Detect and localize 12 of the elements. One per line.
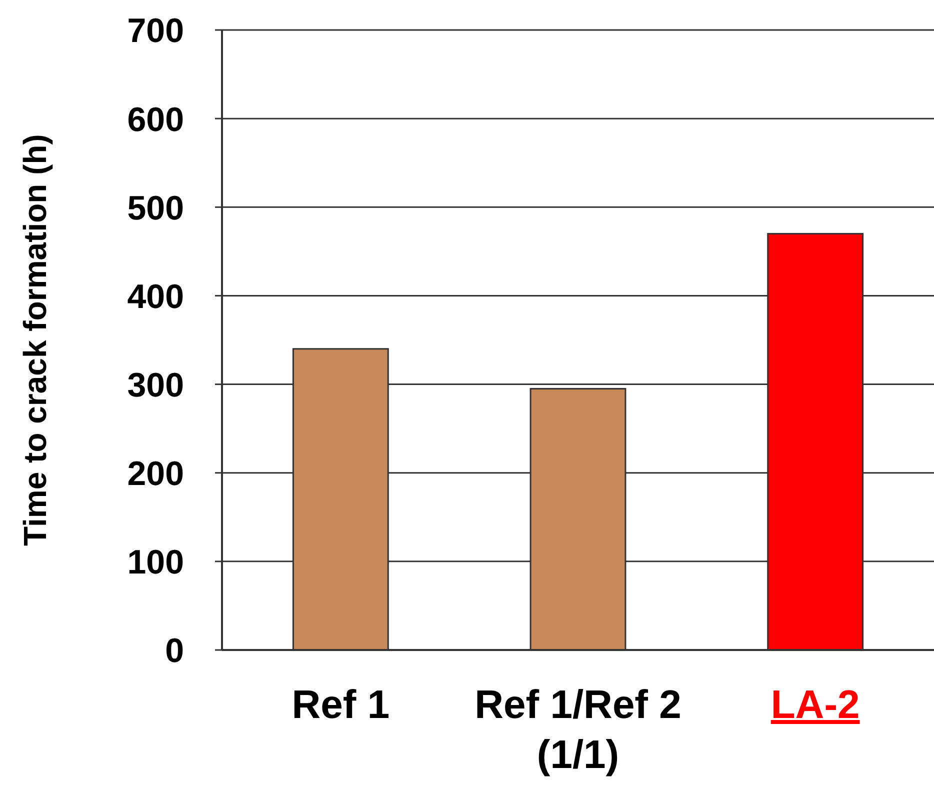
x-tick-label: Ref 1/Ref 2 (1/1) (474, 683, 682, 777)
y-tick-label: 0 (165, 632, 184, 670)
x-tick-label: Ref 1 (292, 683, 390, 727)
y-tick-label: 400 (127, 278, 184, 316)
y-tick-label: 300 (127, 366, 184, 405)
y-tick-label: 700 (127, 12, 184, 50)
y-tick-label: 200 (127, 455, 184, 494)
x-tick-label: LA-2 (770, 683, 860, 727)
y-tick-label: 500 (127, 189, 184, 228)
y-tick-label: 600 (127, 100, 184, 139)
y-tick-label: 100 (127, 544, 184, 582)
y-axis-title: Time to crack formation (h) (17, 134, 53, 546)
